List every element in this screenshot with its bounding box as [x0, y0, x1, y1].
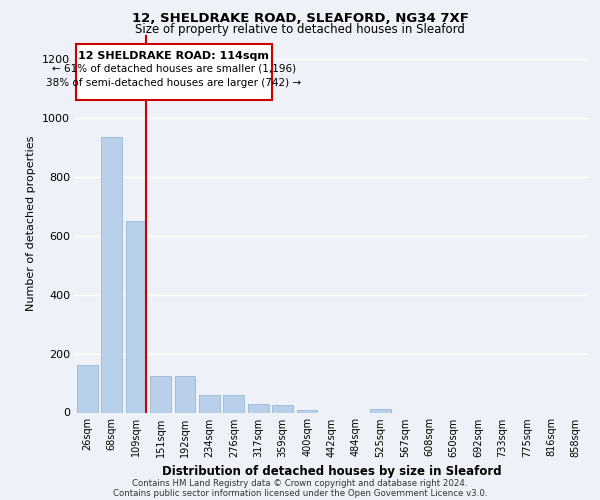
Text: 12 SHELDRAKE ROAD: 114sqm: 12 SHELDRAKE ROAD: 114sqm	[79, 50, 269, 60]
Bar	[150, 376, 171, 412]
Bar	[101, 136, 122, 412]
X-axis label: Distribution of detached houses by size in Sleaford: Distribution of detached houses by size …	[161, 465, 502, 478]
Bar	[272, 405, 293, 412]
Bar	[296, 410, 317, 412]
Bar	[248, 404, 269, 412]
Text: Contains public sector information licensed under the Open Government Licence v3: Contains public sector information licen…	[113, 488, 487, 498]
Bar	[175, 376, 196, 412]
Text: ← 61% of detached houses are smaller (1,196): ← 61% of detached houses are smaller (1,…	[52, 63, 296, 73]
Bar	[125, 221, 146, 412]
Text: Contains HM Land Registry data © Crown copyright and database right 2024.: Contains HM Land Registry data © Crown c…	[132, 478, 468, 488]
FancyBboxPatch shape	[76, 44, 272, 100]
Text: 38% of semi-detached houses are larger (742) →: 38% of semi-detached houses are larger (…	[46, 78, 301, 88]
Text: Size of property relative to detached houses in Sleaford: Size of property relative to detached ho…	[135, 24, 465, 36]
Bar	[77, 366, 98, 412]
Bar	[199, 395, 220, 412]
Y-axis label: Number of detached properties: Number of detached properties	[26, 136, 37, 312]
Text: 12, SHELDRAKE ROAD, SLEAFORD, NG34 7XF: 12, SHELDRAKE ROAD, SLEAFORD, NG34 7XF	[131, 12, 469, 26]
Bar	[370, 408, 391, 412]
Bar	[223, 395, 244, 412]
